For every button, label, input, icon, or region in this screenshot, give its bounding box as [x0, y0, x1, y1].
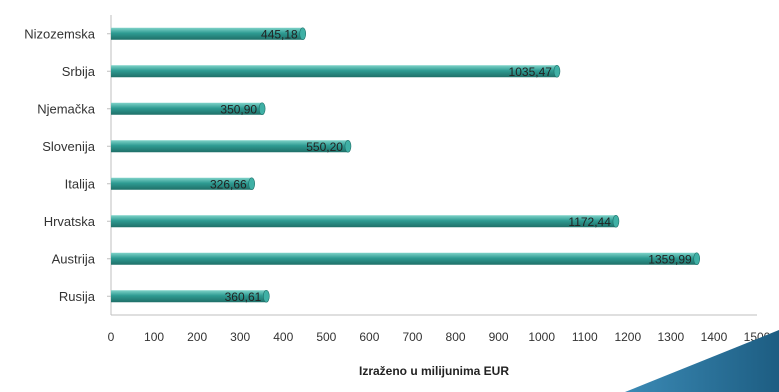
data-label: 445,18 [261, 27, 298, 41]
bar [111, 102, 263, 115]
category-labels: Nizozemska Srbija Njemačka Slovenija Italija… [24, 26, 96, 304]
corner-decoration [625, 330, 779, 392]
category-label: Slovenija [42, 139, 96, 154]
x-axis-label: Izraženo u milijunima EUR [359, 364, 509, 378]
bar [111, 215, 616, 228]
x-tick-label: 1100 [572, 330, 598, 344]
x-tick-label: 1400 [701, 330, 728, 344]
data-label: 350,90 [220, 102, 257, 116]
bar [111, 290, 267, 303]
category-label: Austrija [52, 251, 96, 266]
bar [111, 252, 697, 265]
data-labels: 445,18 1035,47 350,90 550,20 326,66 1172,44 13… [210, 27, 692, 304]
data-label: 1359,99 [648, 252, 692, 266]
bar-end-cap [258, 102, 266, 116]
bar-end-cap [612, 214, 620, 228]
x-tick-label: 1000 [528, 330, 555, 344]
x-tick-label: 700 [402, 330, 422, 344]
data-label: 1035,47 [509, 65, 553, 79]
category-label: Rusija [59, 289, 96, 304]
bar-end-cap [263, 289, 270, 303]
category-label: Nizozemska [24, 26, 96, 41]
x-tick-label: 900 [489, 330, 509, 344]
bar [111, 140, 348, 153]
x-tick-label: 200 [187, 330, 207, 344]
x-tick-label: 400 [273, 330, 293, 344]
bar [111, 27, 303, 40]
data-label: 326,66 [210, 177, 247, 191]
bar-end-cap [299, 27, 307, 41]
x-tick-label: 0 [108, 330, 115, 344]
x-tick-label: 1200 [614, 330, 641, 344]
x-tick-label: 300 [230, 330, 250, 344]
bar [111, 177, 252, 190]
category-label: Srbija [62, 64, 96, 79]
bar-end-cap [553, 64, 561, 78]
x-tick-label: 600 [359, 330, 379, 344]
bar [111, 65, 557, 78]
bar-end-cap [693, 252, 701, 266]
x-tick-label: 1300 [658, 330, 685, 344]
bar-end-cap [248, 177, 255, 191]
x-tick-label: 800 [446, 330, 466, 344]
data-label: 360,61 [225, 290, 262, 304]
data-label: 550,20 [306, 140, 343, 154]
x-tick-label: 100 [144, 330, 164, 344]
data-label: 1172,44 [568, 215, 611, 229]
x-tick-label: 500 [316, 330, 336, 344]
category-label: Hrvatska [44, 214, 96, 229]
bar-end-cap [344, 139, 352, 153]
category-label: Njemačka [37, 101, 96, 116]
category-label: Italija [65, 176, 96, 191]
chart-axes [107, 15, 757, 316]
x-tick-labels: 0 100 200 300 400 500 600 700 800 900 1000 1100 1200… [108, 330, 771, 344]
bar-series [111, 27, 701, 303]
